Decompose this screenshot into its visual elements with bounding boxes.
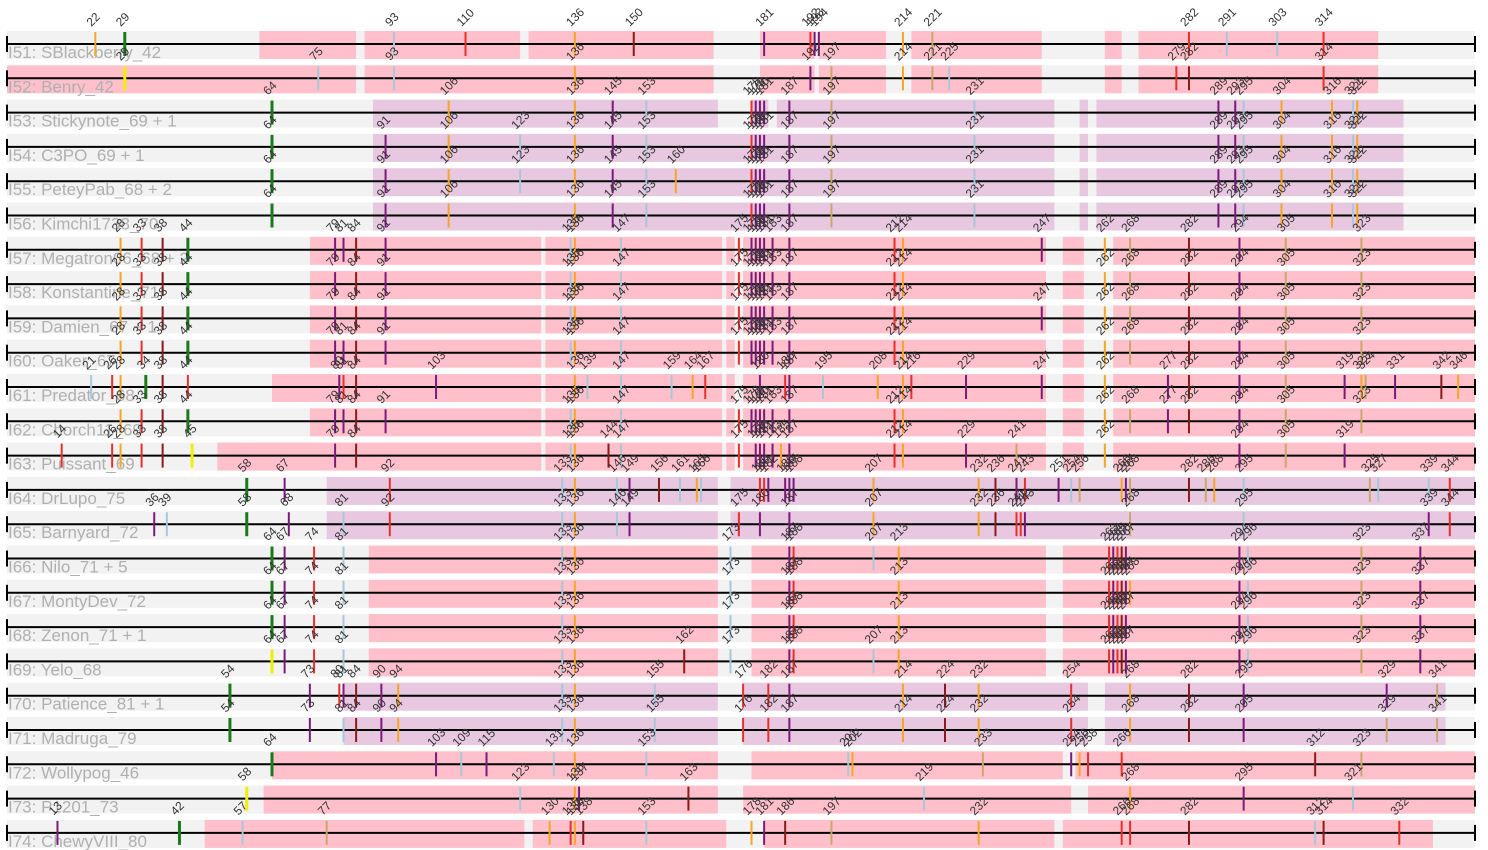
row-label: I54: C3PO_69 + 1 bbox=[8, 146, 145, 165]
row-label: I68: Zenon_71 + 1 bbox=[8, 626, 146, 645]
row-label: I53: Stickynote_69 + 1 bbox=[8, 112, 177, 131]
row-label: I74: ChewyVIII_80 bbox=[8, 832, 147, 850]
row-label: I61: Predator_68 bbox=[8, 386, 135, 405]
row-label: I57: Megatron06_68 + 2 bbox=[8, 249, 189, 268]
position-label: 22 bbox=[84, 10, 104, 30]
row-label: I63: Puissant_69 bbox=[8, 455, 135, 474]
row-label: I70: Patience_81 + 1 bbox=[8, 695, 164, 714]
position-label: 214 bbox=[891, 5, 915, 29]
row-label: I73: P1201_73 bbox=[8, 798, 119, 817]
position-label: 110 bbox=[454, 5, 478, 29]
track-row: I55: PeteyPab_68 + 264 91 106 123 136 145 153 1… bbox=[6, 142, 1476, 199]
position-label: 303 bbox=[1266, 5, 1290, 29]
row-label: I62: Cborch11_69 bbox=[8, 420, 142, 439]
row-label: I66: Nilo_71 + 5 bbox=[8, 558, 128, 577]
row-label: I72: Wollypog_46 bbox=[8, 763, 139, 782]
position-label: 136 bbox=[563, 5, 587, 29]
position-label: 282 bbox=[1177, 5, 1201, 29]
row-label: I56: Kimchi1738_70 bbox=[8, 215, 158, 234]
position-label: 314 bbox=[1312, 5, 1336, 29]
row-label: I69: Yelo_68 bbox=[8, 660, 102, 679]
row-label: I64: DrLupo_75 bbox=[8, 489, 125, 508]
row-label: I67: MontyDev_72 bbox=[8, 592, 146, 611]
row-label: I55: PeteyPab_68 + 2 bbox=[8, 180, 172, 199]
row-label: I65: Barnyard_72 bbox=[8, 523, 138, 542]
position-label: 181 bbox=[752, 5, 776, 29]
position-label: 291 bbox=[1215, 5, 1239, 29]
row-label: I60: Oaker_67 bbox=[8, 352, 116, 371]
position-label: 221 bbox=[921, 5, 945, 29]
row-label: I71: Madruga_79 bbox=[8, 729, 137, 748]
row-label: I51: SBlackberry_42 bbox=[8, 43, 161, 62]
position-label: 150 bbox=[622, 5, 646, 29]
track-row: I53: Stickynote_69 + 164 106 136 145 153 1781… bbox=[6, 73, 1476, 131]
position-label: 93 bbox=[382, 10, 402, 30]
position-label: 29 bbox=[113, 10, 133, 30]
row-label: I52: Benry_42 bbox=[8, 77, 114, 96]
